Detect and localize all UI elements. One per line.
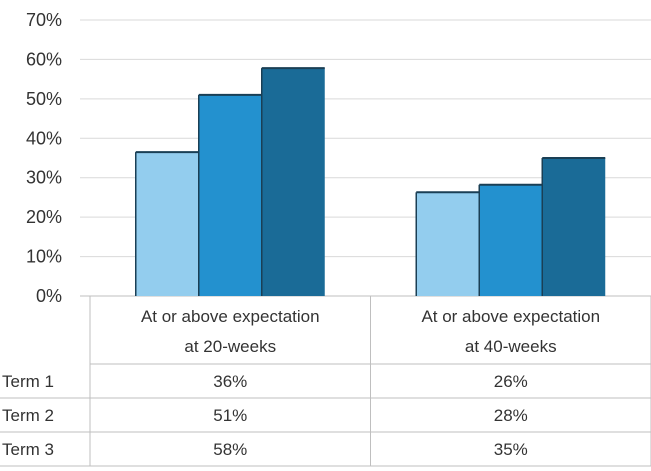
x-category-label: at 20-weeks [184,337,276,356]
bars [135,67,606,297]
data-label: 26% [494,372,528,391]
bar [198,94,262,297]
data-label: 36% [213,372,247,391]
data-table: At or above expectation at 20-weeks At or … [0,296,651,467]
bar [542,158,606,296]
x-category-label: at 40-weeks [465,337,557,356]
y-tick-label: 20% [26,207,62,227]
legend-row-label: Term 1 [2,372,54,391]
data-label: 28% [494,406,528,425]
legend-row-label: Term 3 [2,440,54,459]
data-label: 51% [213,406,247,425]
data-label: 58% [213,440,247,459]
y-tick-label: 50% [26,89,62,109]
y-tick-label: 10% [26,247,62,267]
x-category-label: At or above expectation [421,307,600,326]
y-tick-label: 30% [26,168,62,188]
bar [135,152,199,296]
bar [261,68,325,296]
y-tick-label: 60% [26,49,62,69]
x-category-label: At or above expectation [141,307,320,326]
legend-row-label: Term 2 [2,406,54,425]
y-tick-labels: 0% 10% 20% 30% 40% 50% 60% 70% [26,10,62,306]
y-tick-label: 70% [26,10,62,30]
bar [479,184,543,296]
data-label: 35% [494,440,528,459]
y-tick-label: 40% [26,128,62,148]
bar [416,192,480,296]
y-tick-label: 0% [36,286,62,306]
